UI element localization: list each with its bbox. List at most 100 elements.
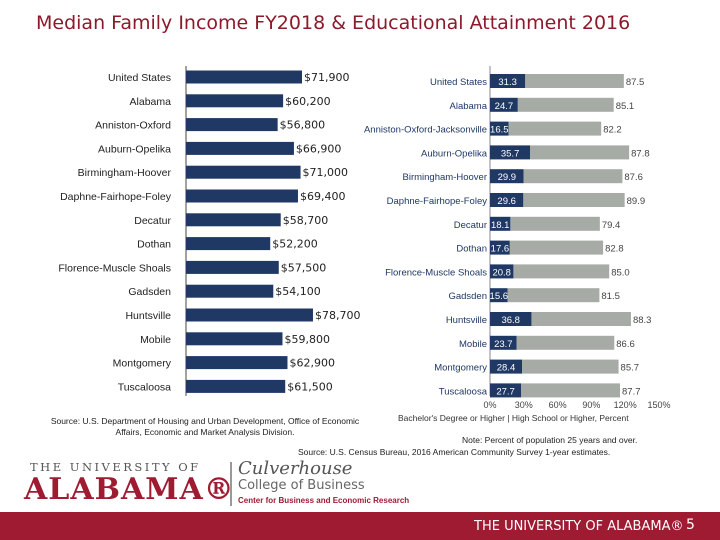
high-school-bar xyxy=(521,383,621,398)
high-school-bar xyxy=(525,74,624,88)
bachelors-value-label: 29.6 xyxy=(497,196,516,207)
bachelors-bar xyxy=(490,169,524,184)
income-bar xyxy=(186,260,279,274)
income-bar xyxy=(186,332,283,346)
logo-alabama: ALABAMA® xyxy=(24,472,235,507)
bachelors-value-label: 20.8 xyxy=(492,267,511,278)
education-x-tick-label: 0% xyxy=(483,400,496,410)
income-value-label: $71,900 xyxy=(304,71,350,84)
high-school-bar xyxy=(507,288,600,303)
bachelors-value-label: 35.7 xyxy=(501,148,520,159)
income-value-label: $59,800 xyxy=(284,333,330,346)
bachelors-bar xyxy=(490,145,531,160)
high-school-value-label: 82.2 xyxy=(603,125,622,136)
university-logo: THE UNIVERSITY OF ALABAMA® Culverhouse C… xyxy=(24,458,424,510)
income-bar xyxy=(186,189,298,203)
income-category-label: Tuscaloosa xyxy=(118,381,171,393)
income-value-label: $66,900 xyxy=(296,142,342,155)
high-school-bar xyxy=(530,145,630,160)
income-source-note: Source: U.S. Department of Housing and U… xyxy=(50,416,360,437)
high-school-value-label: 89.9 xyxy=(627,196,646,207)
income-category-label: Gadsden xyxy=(128,286,171,298)
bachelors-bar xyxy=(490,264,514,279)
education-x-tick-label: 150% xyxy=(647,400,670,410)
income-bar xyxy=(186,379,286,393)
income-category-label: Daphne-Fairhope-Foley xyxy=(60,191,172,203)
education-category-label: United States xyxy=(430,77,487,88)
income-value-label: $52,200 xyxy=(272,238,318,251)
education-category-label: Mobile xyxy=(459,339,487,350)
bachelors-value-label: 24.7 xyxy=(495,101,514,112)
education-x-tick-label: 30% xyxy=(515,400,533,410)
logo-college-of-business: College of Business xyxy=(238,478,365,493)
high-school-bar xyxy=(523,193,625,207)
income-category-label: Decatur xyxy=(134,215,171,227)
bachelors-bar xyxy=(490,288,508,303)
income-category-label: Huntsville xyxy=(125,310,171,322)
education-category-label: Huntsville xyxy=(446,315,487,326)
income-category-label: United States xyxy=(108,72,171,84)
education-legend: Bachelor's Degree or Higher | High Schoo… xyxy=(398,413,629,423)
bachelors-value-label: 17.6 xyxy=(491,244,510,255)
education-category-label: Florence-Muscle Shoals xyxy=(385,267,487,278)
bachelors-bar xyxy=(490,240,510,255)
bachelors-value-label: 15.6 xyxy=(490,291,509,302)
high-school-value-label: 87.6 xyxy=(624,172,643,183)
income-value-label: $60,200 xyxy=(285,95,331,108)
income-value-label: $57,500 xyxy=(281,261,327,274)
income-bar xyxy=(186,141,294,155)
income-category-label: Auburn-Opelika xyxy=(98,143,171,155)
bachelors-value-label: 29.9 xyxy=(498,172,517,183)
page-number: 5 xyxy=(686,517,695,533)
income-value-label: $71,000 xyxy=(303,166,349,179)
high-school-bar xyxy=(517,97,614,112)
bachelors-value-label: 36.8 xyxy=(501,315,520,326)
high-school-value-label: 86.6 xyxy=(616,339,635,350)
bachelors-bar xyxy=(490,74,526,88)
high-school-value-label: 88.3 xyxy=(633,315,652,326)
education-source-note: Source: U.S. Census Bureau, 2016 America… xyxy=(298,447,611,457)
income-value-label: $69,400 xyxy=(300,190,346,203)
high-school-value-label: 85.0 xyxy=(611,267,630,278)
bachelors-bar xyxy=(490,216,511,231)
logo-cber: Center for Business and Economic Researc… xyxy=(238,496,410,505)
income-bar xyxy=(186,237,271,251)
education-x-tick-label: 120% xyxy=(614,400,637,410)
income-value-label: $58,700 xyxy=(283,214,329,227)
bachelors-bar xyxy=(490,359,522,374)
income-value-label: $61,500 xyxy=(287,380,333,393)
bachelors-value-label: 23.7 xyxy=(494,339,513,350)
bachelors-value-label: 16.5 xyxy=(490,125,509,136)
income-category-label: Dothan xyxy=(137,239,171,251)
high-school-bar xyxy=(508,121,602,136)
high-school-bar xyxy=(509,240,604,255)
high-school-value-label: 87.8 xyxy=(631,148,650,159)
income-value-label: $56,800 xyxy=(280,119,326,132)
page-title: Median Family Income FY2018 & Educationa… xyxy=(36,12,631,34)
high-school-value-label: 79.4 xyxy=(602,220,621,231)
logo-culverhouse: Culverhouse xyxy=(238,458,353,479)
footer-university-name: THE UNIVERSITY OF ALABAMA® xyxy=(474,519,684,534)
charts-canvas: United States $71,900 Alabama $60,200 Annist… xyxy=(58,66,671,410)
high-school-value-label: 82.8 xyxy=(605,244,624,255)
high-school-bar xyxy=(521,359,619,374)
high-school-value-label: 87.7 xyxy=(622,386,641,397)
bachelors-value-label: 27.7 xyxy=(496,386,515,397)
education-category-label: Birmingham-Hoover xyxy=(403,172,487,183)
high-school-value-label: 81.5 xyxy=(601,291,620,302)
income-category-label: Florence-Muscle Shoals xyxy=(58,262,171,274)
education-category-label: Anniston-Oxford-Jacksonville xyxy=(364,125,487,136)
income-value-label: $78,700 xyxy=(315,309,361,322)
education-category-label: Gadsden xyxy=(448,291,487,302)
income-category-label: Birmingham-Hoover xyxy=(78,167,172,179)
high-school-bar xyxy=(510,216,600,231)
income-bar xyxy=(186,70,302,84)
high-school-bar xyxy=(523,169,623,184)
high-school-bar xyxy=(531,312,631,326)
bachelors-value-label: 18.1 xyxy=(491,220,510,231)
education-category-label: Montgomery xyxy=(434,363,487,374)
bachelors-bar xyxy=(490,312,532,326)
high-school-bar xyxy=(513,264,610,279)
footer-bar: THE UNIVERSITY OF ALABAMA® 5 xyxy=(0,512,720,540)
education-category-label: Alabama xyxy=(450,101,488,112)
